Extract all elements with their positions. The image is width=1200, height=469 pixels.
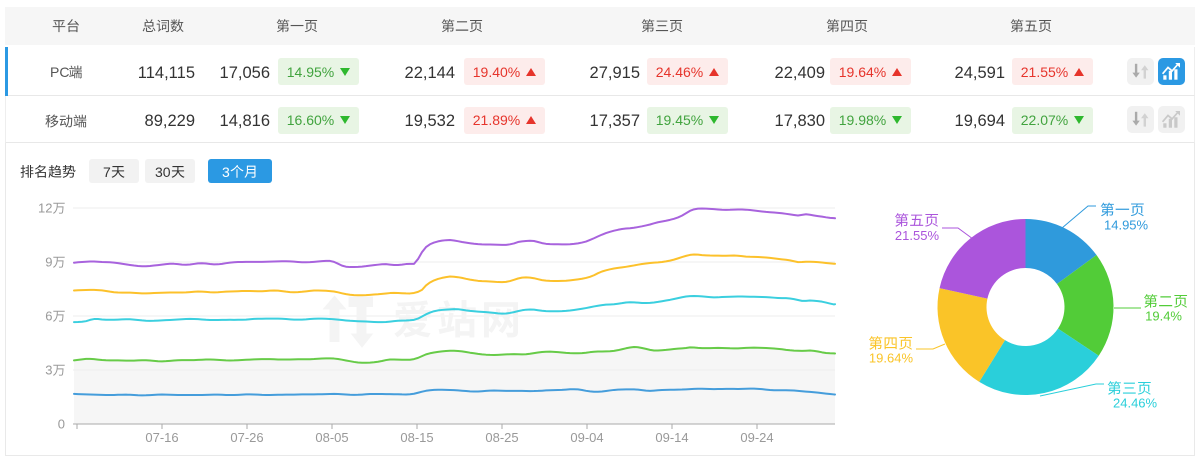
svg-text:6: 6 bbox=[45, 309, 52, 324]
svg-text:07-16: 07-16 bbox=[145, 430, 178, 445]
svg-text:24.46%: 24.46% bbox=[1113, 396, 1158, 411]
svg-text:19.64%: 19.64% bbox=[869, 351, 914, 366]
svg-text:08-15: 08-15 bbox=[400, 430, 433, 445]
svg-text:9: 9 bbox=[45, 255, 52, 270]
svg-text:14.95%: 14.95% bbox=[1104, 218, 1149, 233]
svg-text:0: 0 bbox=[58, 417, 65, 432]
svg-text:3: 3 bbox=[45, 363, 52, 378]
svg-text:21.55%: 21.55% bbox=[895, 228, 940, 243]
svg-text:08-25: 08-25 bbox=[485, 430, 518, 445]
svg-text:08-05: 08-05 bbox=[315, 430, 348, 445]
svg-text:19.4%: 19.4% bbox=[1145, 309, 1182, 324]
svg-text:07-26: 07-26 bbox=[230, 430, 263, 445]
svg-text:09-24: 09-24 bbox=[740, 430, 773, 445]
svg-text:09-14: 09-14 bbox=[655, 430, 688, 445]
svg-text:09-04: 09-04 bbox=[570, 430, 603, 445]
svg-text:12: 12 bbox=[38, 201, 52, 216]
